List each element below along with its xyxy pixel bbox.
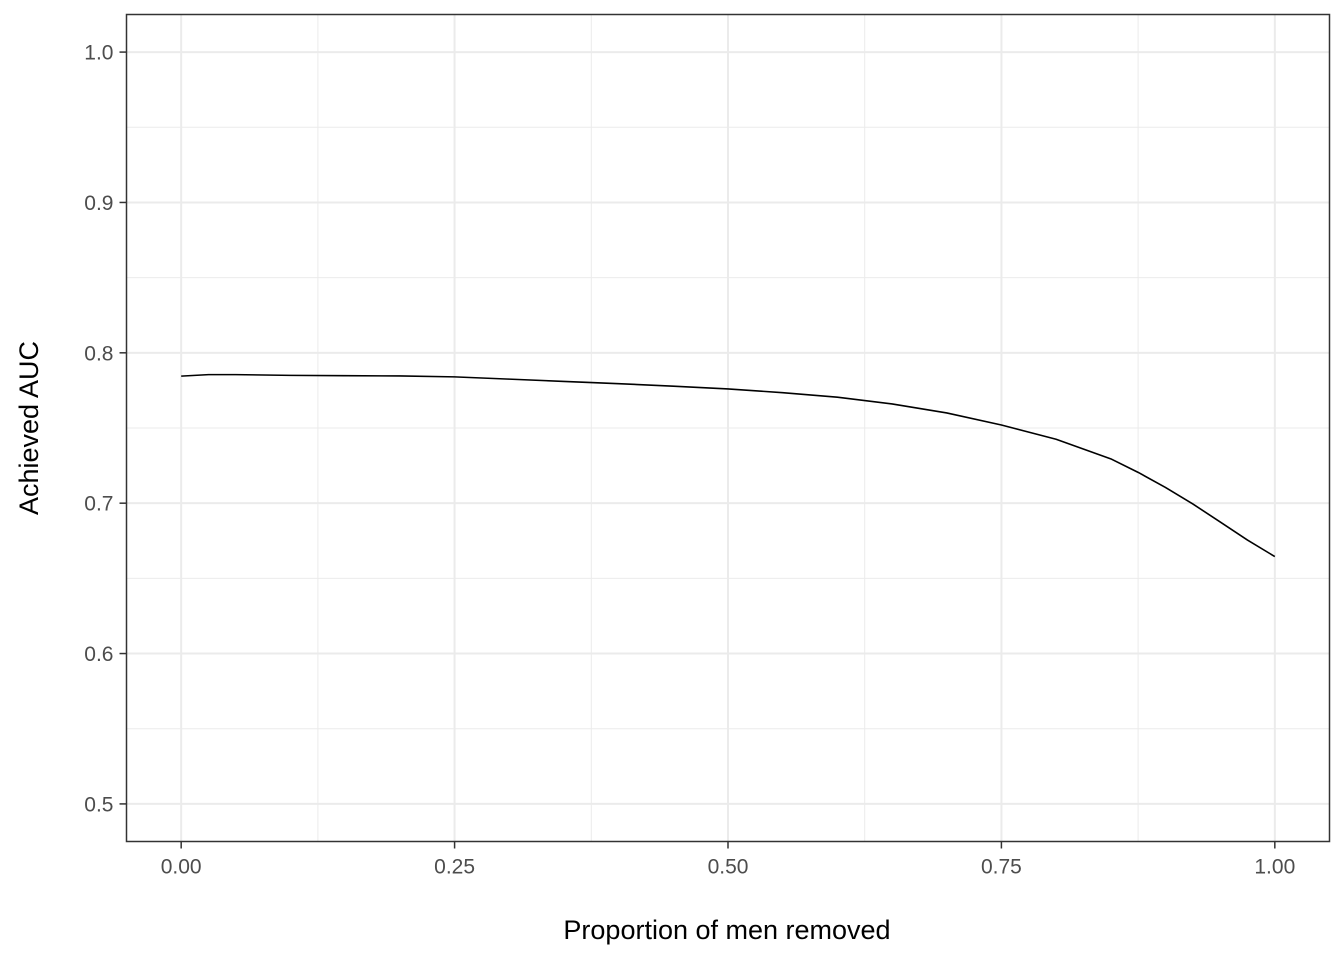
series-line-0 bbox=[181, 373, 1276, 558]
x-axis-title: Proportion of men removed bbox=[563, 915, 890, 945]
y-axis-title: Achieved AUC bbox=[14, 341, 44, 515]
y-tick-label-1: 0.6 bbox=[84, 643, 113, 666]
x-tick-label-4: 1.00 bbox=[1254, 856, 1295, 879]
x-tick-label-0: 0.00 bbox=[161, 856, 202, 879]
axis-ticks bbox=[119, 51, 1276, 849]
tick-labels: 0.00 0.25 0.50 0.75 1.00 0.5 0.6 0.7 0.8 0.9 1.0 bbox=[84, 42, 1295, 879]
y-tick-label-0: 0.5 bbox=[84, 793, 113, 816]
y-tick-label-5: 1.0 bbox=[84, 42, 113, 65]
y-tick-label-3: 0.8 bbox=[84, 342, 113, 365]
x-tick-label-3: 0.75 bbox=[981, 856, 1022, 879]
x-tick-label-1: 0.25 bbox=[434, 856, 475, 879]
series-lines bbox=[181, 373, 1276, 558]
y-tick-label-2: 0.7 bbox=[84, 493, 113, 516]
grid-lines bbox=[126, 14, 1330, 842]
x-tick-label-2: 0.50 bbox=[708, 856, 749, 879]
y-tick-label-4: 0.9 bbox=[84, 192, 113, 215]
